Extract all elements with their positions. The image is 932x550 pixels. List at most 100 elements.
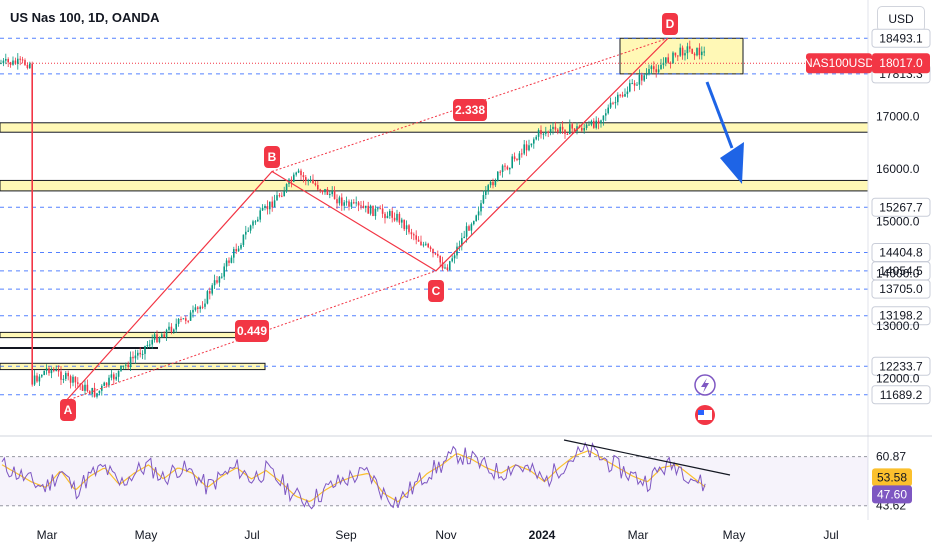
candle-body (473, 221, 475, 225)
candle-body (597, 120, 600, 124)
projection-arrow-head (720, 142, 744, 184)
candle-body (209, 291, 211, 294)
candle-body (631, 83, 633, 85)
wave-label: D (666, 17, 675, 31)
candle-body (151, 339, 153, 345)
candle-body (624, 94, 626, 97)
candle-body (468, 226, 470, 231)
candle-body (69, 376, 72, 383)
lightning-icon-glyph (701, 378, 709, 393)
candle-body (600, 120, 602, 124)
candle-body (353, 202, 355, 204)
candle-body (585, 124, 588, 129)
candle-body (571, 124, 573, 129)
candle-body (108, 377, 110, 386)
currency-button[interactable]: USD (877, 6, 925, 32)
candle-body (554, 126, 557, 130)
fib-badge (235, 320, 269, 342)
candle-body (199, 306, 201, 309)
candle-body (242, 234, 245, 245)
projection-arrow-shaft (705, 81, 734, 149)
wave-path (65, 37, 669, 402)
candle-body (206, 291, 209, 304)
candle-body (216, 280, 218, 283)
candle-body (595, 120, 597, 128)
candle-body (470, 224, 473, 231)
candle-body (12, 60, 14, 65)
candle-body (703, 51, 705, 53)
candle-body (333, 190, 336, 200)
candle-body (530, 143, 533, 146)
candle-body (182, 318, 185, 320)
time-axis: Mar May Jul Sep Nov 2024 Mar May Jul (37, 528, 839, 542)
candle-body (386, 215, 389, 219)
candle-body (269, 201, 271, 210)
price-level-label: 11689.2 (880, 388, 923, 402)
last-price-tag (872, 53, 930, 74)
candle-body (528, 145, 530, 151)
candle-body (465, 226, 468, 237)
candle-body (602, 115, 605, 121)
candle-body (393, 217, 396, 221)
candle-body (259, 210, 261, 220)
wave-badge (264, 146, 280, 168)
candle-body (120, 365, 122, 371)
candle-body (324, 188, 326, 193)
candle-body (437, 254, 439, 256)
candle-body (660, 64, 662, 70)
candle-body (297, 170, 300, 173)
candle-body (674, 52, 677, 56)
candle-body (230, 257, 233, 263)
candle-body (379, 208, 381, 210)
candle-body (17, 58, 19, 64)
candle-body (552, 126, 554, 130)
candle-body (657, 69, 660, 73)
candle-body (240, 244, 242, 249)
candle-body (667, 57, 669, 63)
candle-body (60, 371, 62, 380)
candle-body (228, 260, 230, 263)
price-level-tag (871, 385, 931, 405)
y-tick-label: 13000.0 (876, 319, 920, 333)
fib-label: 2.338 (455, 103, 485, 117)
candle-body (110, 374, 113, 378)
candle-body (223, 266, 225, 277)
candle-body (77, 382, 79, 384)
candle-body (417, 239, 420, 242)
candle-body (264, 206, 266, 208)
candle-body (26, 64, 29, 69)
candle-body (38, 376, 41, 382)
symbol-badge (806, 53, 872, 74)
candle-body (362, 205, 365, 208)
candle-body (233, 249, 235, 258)
candle-body (271, 201, 273, 208)
candle-body (74, 376, 77, 383)
rsi-value-tag (872, 468, 912, 487)
candle-body (410, 232, 413, 235)
candle-body (648, 69, 650, 74)
candle-body (677, 55, 679, 57)
candle-body (33, 375, 36, 385)
candle-body (249, 225, 252, 231)
candle-body (655, 69, 657, 73)
candle-body (117, 370, 120, 377)
candle-body (605, 113, 607, 116)
candle-body (501, 165, 504, 173)
candle-body (175, 323, 177, 330)
candle-body (278, 195, 281, 197)
candle-body (261, 207, 264, 211)
candle-body (300, 170, 302, 176)
candle-body (67, 372, 69, 377)
candle-body (583, 128, 585, 131)
candle-body (540, 130, 542, 135)
x-tick-label: May (723, 528, 746, 542)
candle-body (461, 238, 463, 247)
candle-body (449, 261, 451, 270)
candle-body (427, 243, 429, 248)
candle-body (129, 356, 132, 368)
candle-body (619, 94, 621, 96)
candle-body (581, 127, 583, 131)
candle-body (144, 346, 146, 354)
candle-body (36, 375, 38, 382)
